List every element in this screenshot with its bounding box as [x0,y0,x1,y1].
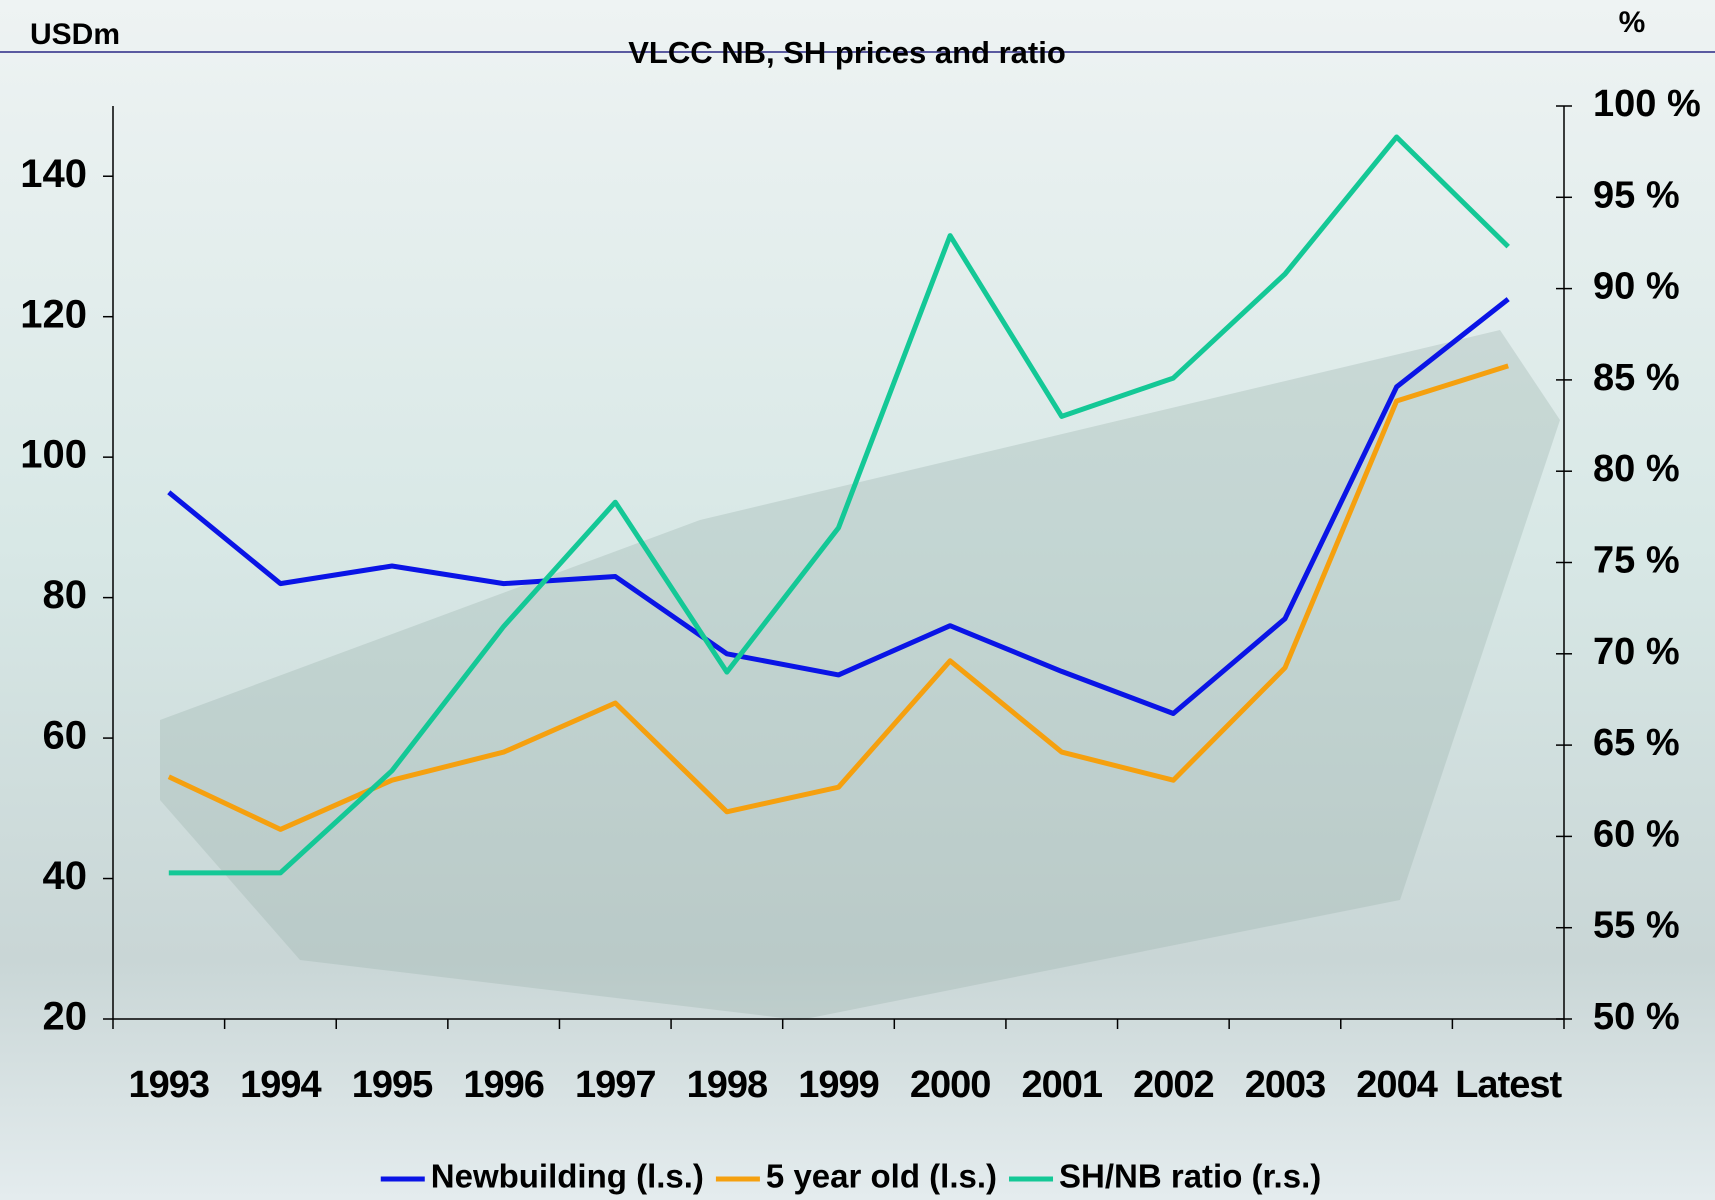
y2-tick-label: 85 % [1593,357,1680,399]
y-tick-label: 60 [43,714,88,758]
y2-tick-label: 70 % [1593,631,1680,673]
y2-axis-label: % [1619,6,1646,39]
x-tick-label: 1998 [687,1064,768,1106]
x-tick-label: 2000 [910,1064,991,1106]
page: USDm % VLCC NB, SH prices and ratio 20 40… [0,0,1715,1200]
x-tick-label: 1995 [352,1064,433,1106]
x-tick-label: 2004 [1356,1064,1437,1106]
y-axis-label: USDm [30,18,120,51]
x-tick-label: Latest [1455,1064,1562,1106]
y2-tick-label: 95 % [1593,174,1680,216]
y2-tick-label: 60 % [1593,813,1680,855]
x-tick-label: 1999 [798,1064,879,1106]
y2-tick-label: 100 % [1593,83,1701,125]
y-tick-label: 120 [20,292,87,336]
y2-tick-label: 90 % [1593,266,1680,308]
x-tick-label: 1996 [463,1064,544,1106]
y2-tick-label: 50 % [1593,996,1680,1038]
y2-tick-label: 65 % [1593,722,1680,764]
y-tick-label: 140 [20,152,87,196]
y2-tick-label: 80 % [1593,448,1680,490]
y2-tick-label: 55 % [1593,905,1680,947]
x-tick-label: 2003 [1245,1064,1326,1106]
x-tick-label: 2001 [1021,1064,1102,1106]
x-tick-label: 2002 [1133,1064,1214,1106]
legend-label: 5 year old (l.s.) [766,1158,997,1195]
y2-tick-label: 75 % [1593,540,1680,582]
legend-label: Newbuilding (l.s.) [431,1158,704,1195]
y-tick-label: 100 [20,433,87,477]
y-tick-label: 80 [43,573,88,617]
y-tick-label: 40 [43,854,88,898]
y-tick-label: 20 [43,995,88,1039]
chart-title: VLCC NB, SH prices and ratio [628,35,1066,70]
x-tick-label: 1994 [240,1064,321,1106]
x-tick-label: 1993 [129,1064,210,1106]
chart: USDm % VLCC NB, SH prices and ratio 20 40… [0,0,1715,1200]
x-tick-label: 1997 [575,1064,656,1106]
legend-label: SH/NB ratio (r.s.) [1059,1158,1321,1195]
